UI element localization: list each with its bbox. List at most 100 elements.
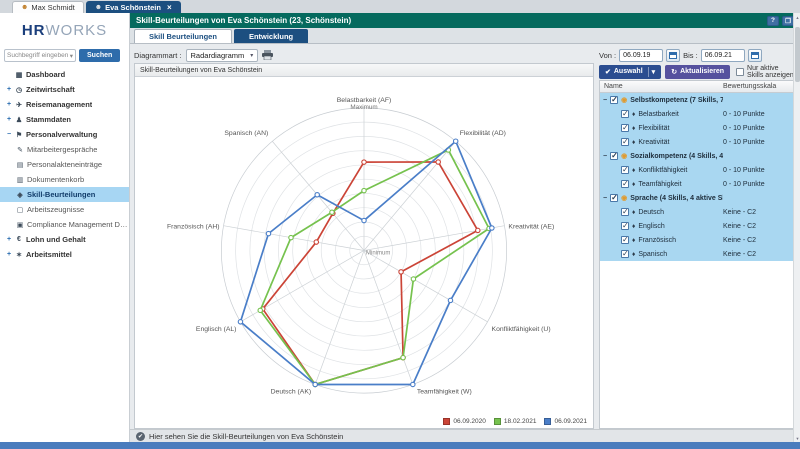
skill-group-row[interactable]: − ◉Selbstkompetenz (7 Skills, 7... [600,93,795,107]
checkbox-icon[interactable] [621,110,629,118]
scroll-up-icon[interactable]: ▲ [795,14,800,20]
skill-group-row[interactable]: − ◉Sprache (4 Skills, 4 aktive Sk... [600,191,795,205]
skill-scale: Keine - C2 [723,222,757,230]
skill-row[interactable]: ♦Spanisch Keine - C2 [600,247,795,261]
chart-column: Diagrammart : Radardiagramm ▾ Skill-Beur… [134,47,594,429]
diagram-type-select[interactable]: Radardiagramm ▾ [185,48,259,62]
auswahl-button[interactable]: ✔ Auswahl ▾ [599,64,662,79]
sidebar-item-label: Personalverwaltung [26,130,98,139]
skill-group-row[interactable]: − ◉Sozialkompetenz (4 Skills, 4 ... [600,149,795,163]
person-icon: ♟ [15,116,23,124]
von-date-input[interactable]: 06.09.19 [619,48,664,62]
print-icon[interactable] [262,50,274,60]
expand-toggle-icon[interactable]: + [6,251,12,258]
checkbox-icon [736,67,745,76]
search-button[interactable]: Suchen [79,49,121,62]
collapse-icon[interactable]: − [603,96,608,104]
sidebar-item-arbeitszeugnisse[interactable]: ▢ Arbeitszeugnisse [0,202,129,217]
sidebar-item-zeitwirtschaft[interactable]: + ◷ Zeitwirtschaft [0,82,129,97]
medal-icon: ◉ [621,195,628,202]
document-icon: ▣ [16,221,24,229]
filter-column: Von : 06.09.19 Bis : 06.09.21 ✔ Auswahl … [599,47,796,429]
checkbox-icon[interactable] [621,138,629,146]
skill-row[interactable]: ♦Deutsch Keine - C2 [600,205,795,219]
tab-entwicklung[interactable]: Entwicklung [233,29,309,43]
action-row: ✔ Auswahl ▾ ↻ Aktualisieren Nur aktive S… [599,63,796,80]
help-icon[interactable]: ? [767,15,779,26]
only-active-label: Nur aktive Skills anzeigen [747,64,794,79]
date-range-row: Von : 06.09.19 Bis : 06.09.21 [599,47,796,63]
hrworks-logo: HR WORKS [0,13,129,47]
column-bewertungsskala[interactable]: Bewertungsskala [723,83,777,90]
trophy-icon: ♦ [632,180,636,188]
people-icon: ⚑ [15,131,23,139]
aktualisieren-button[interactable]: ↻ Aktualisieren [665,64,731,79]
search-input[interactable]: Suchbegriff eingeben ▾ [4,49,76,62]
sidebar-item-dashboard[interactable]: ▦ Dashboard [0,67,129,82]
skill-row[interactable]: ♦Kreativität 0 - 10 Punkte [600,135,795,149]
close-tab-icon[interactable]: × [166,3,172,12]
sidebar-item-arbeitsmittel[interactable]: + ✶ Arbeitsmittel [0,247,129,262]
radar-chart: Belastbarkeit (AF) Maximum Flexibilität (A… [135,77,593,428]
skill-row[interactable]: ♦Konfliktfähigkeit 0 - 10 Punkte [600,163,795,177]
only-active-skills-checkbox[interactable]: Nur aktive Skills anzeigen [736,65,796,79]
scroll-down-icon[interactable]: ▼ [795,435,800,441]
legend-item: 06.09.2020 [443,418,486,425]
chart-caption: Skill-Beurteilungen von Eva Schönstein [135,64,593,77]
checkbox-icon[interactable] [621,166,629,174]
window-tab-max-schmidt[interactable]: ☻ Max Schmidt [12,1,84,13]
logo-works: WORKS [45,21,108,39]
checkbox-icon[interactable] [610,152,619,160]
expand-toggle-icon[interactable]: + [6,236,12,243]
checkbox-icon[interactable] [610,96,619,104]
column-name[interactable]: Name [604,83,623,90]
footer-bar [0,442,800,449]
checkbox-icon[interactable] [621,124,629,132]
skill-row[interactable]: ♦Belastbarkeit 0 - 10 Punkte [600,107,795,121]
collapse-icon[interactable]: − [603,152,608,160]
skill-row[interactable]: ♦Flexibilität 0 - 10 Punkte [600,121,795,135]
skill-scale: 0 - 10 Punkte [723,166,765,174]
skill-label: Deutsch [638,208,665,216]
checkbox-icon[interactable] [621,208,629,216]
window-tab-eva-schoenstein[interactable]: ☻ Eva Schönstein × [85,1,181,13]
sidebar-item-compliance-management-doku-[interactable]: ▣ Compliance Management Doku... [0,217,129,232]
skill-row[interactable]: ♦Englisch Keine - C2 [600,219,795,233]
checkbox-icon[interactable] [621,222,629,230]
sidebar-item-mitarbeitergespr-che[interactable]: ✎ Mitarbeitergespräche [0,142,129,157]
checkbox-icon[interactable] [621,250,629,258]
skill-row[interactable]: ♦Teamfähigkeit 0 - 10 Punkte [600,177,795,191]
trophy-icon: ♦ [632,124,636,132]
diagram-type-value: Radardiagramm [190,50,245,60]
chart-panel: Skill-Beurteilungen von Eva Schönstein B… [134,63,594,429]
expand-toggle-icon[interactable]: + [6,116,12,123]
sidebar-item-personalverwaltung[interactable]: − ⚑ Personalverwaltung [0,127,129,142]
checkbox-icon[interactable] [621,236,629,244]
calendar-button[interactable] [666,48,681,62]
sidebar-item-skill-beurteilungen[interactable]: ◈ Skill-Beurteilungen [0,187,129,202]
expand-toggle-icon[interactable]: − [6,131,12,138]
scrollbar-thumb[interactable] [795,27,800,82]
sidebar-item-dokumentenkorb[interactable]: ▥ Dokumentenkorb [0,172,129,187]
collapse-icon[interactable]: − [603,194,608,202]
tab-skill-beurteilungen[interactable]: Skill Beurteilungen [134,29,232,43]
sidebar-item-lohn-und-gehalt[interactable]: + € Lohn und Gehalt [0,232,129,247]
skill-scale: 0 - 10 Punkte [723,138,765,146]
sidebar-item-personalakteneintr-ge[interactable]: ▤ Personalakteneinträge [0,157,129,172]
sidebar-item-stammdaten[interactable]: + ♟ Stammdaten [0,112,129,127]
bis-date-input[interactable]: 06.09.21 [700,48,745,62]
sidebar-search-row: Suchbegriff eingeben ▾ Suchen [0,47,129,67]
checkbox-icon[interactable] [621,180,629,188]
expand-toggle-icon[interactable]: + [6,86,12,93]
checkbox-icon[interactable] [610,194,619,202]
user-icon: ☻ [94,4,103,11]
skill-row[interactable]: ♦Französisch Keine - C2 [600,233,795,247]
sidebar-item-reisemanagement[interactable]: + ✈ Reisemanagement [0,97,129,112]
check-icon: ✔ [605,68,611,76]
calendar-icon [669,51,678,59]
vertical-scrollbar[interactable]: ▲ ▼ [793,13,800,442]
trophy-icon: ♦ [632,166,636,174]
expand-toggle-icon[interactable]: + [6,101,12,108]
calendar-button[interactable] [747,48,762,62]
document-icon: ▢ [16,206,24,214]
